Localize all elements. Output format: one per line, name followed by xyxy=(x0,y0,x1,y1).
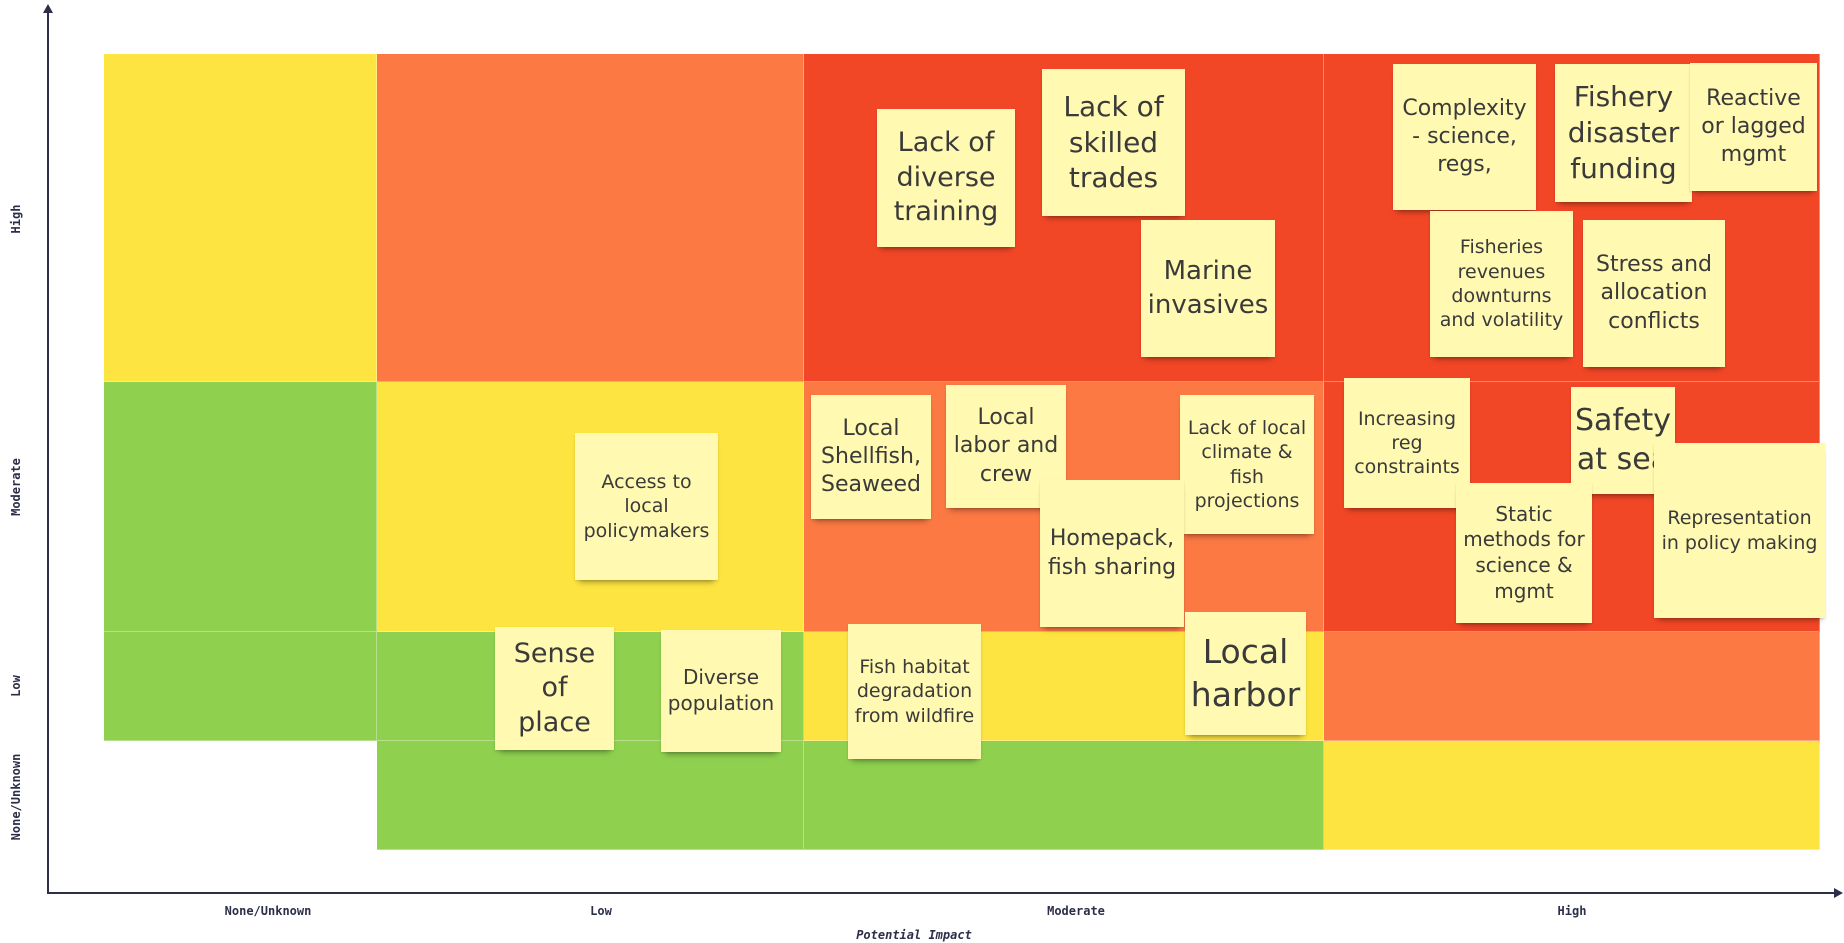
matrix-cell-r1-c0 xyxy=(104,382,377,632)
sticky-note[interactable]: Fish habitat degradation from wildfire xyxy=(848,624,981,759)
sticky-note[interactable]: Diverse population xyxy=(661,630,781,752)
y-label-high: High xyxy=(9,204,23,234)
matrix-cell-r3-c1 xyxy=(377,741,804,850)
matrix-cell-r0-c0 xyxy=(104,54,377,382)
sticky-note[interactable]: Reactive or lagged mgmt xyxy=(1690,63,1817,191)
sticky-note[interactable]: Lack of local climate & fish projections xyxy=(1180,395,1314,534)
sticky-note[interactable]: Increasing reg constraints xyxy=(1344,378,1470,508)
x-axis-arrow-icon xyxy=(1834,888,1843,898)
matrix-cell-r2-c0 xyxy=(104,632,377,741)
x-axis-title: Potential Impact xyxy=(856,928,972,942)
sticky-note[interactable]: Access to local policymakers xyxy=(575,433,718,580)
y-label-low: Low xyxy=(9,675,23,697)
matrix-cell-r3-c3 xyxy=(1324,741,1820,850)
sticky-note[interactable]: Fishery disaster funding xyxy=(1555,64,1692,202)
matrix-cell-r2-c3 xyxy=(1324,632,1820,741)
sticky-note[interactable]: Local Shellfish, Seaweed xyxy=(811,395,931,519)
y-label-none: None/Unknown xyxy=(9,753,23,841)
matrix-cell-r0-c1 xyxy=(377,54,804,382)
y-label-moderate: Moderate xyxy=(9,458,23,516)
sticky-note[interactable]: Complexity - science, regs, xyxy=(1393,64,1536,210)
sticky-note[interactable]: Fisheries revenues downturns and volatil… xyxy=(1430,211,1573,357)
matrix-cell-r3-c2 xyxy=(804,741,1324,850)
x-label-moderate: Moderate xyxy=(1047,904,1105,918)
matrix-cell-r3-c0 xyxy=(104,741,377,850)
sticky-note[interactable]: Representation in policy making xyxy=(1654,443,1825,618)
x-label-low: Low xyxy=(590,904,612,918)
sticky-note[interactable]: Stress and allocation conflicts xyxy=(1583,220,1725,367)
sticky-note[interactable]: Static methods for science & mgmt xyxy=(1456,483,1592,623)
sticky-note[interactable]: Local harbor xyxy=(1185,612,1306,735)
x-axis-line xyxy=(47,892,1837,894)
x-label-none: None/Unknown xyxy=(224,904,312,918)
sticky-note[interactable]: Lack of diverse training xyxy=(877,109,1015,247)
sticky-note[interactable]: Safety at sea xyxy=(1571,387,1675,494)
x-label-high: High xyxy=(1557,904,1587,918)
y-axis-line xyxy=(47,8,49,894)
sticky-note[interactable]: Sense of place xyxy=(495,627,614,750)
sticky-note[interactable]: Homepack, fish sharing xyxy=(1040,480,1184,627)
y-axis-arrow-icon xyxy=(43,4,53,13)
matrix-top-margin xyxy=(104,30,1820,54)
sticky-note[interactable]: Marine invasives xyxy=(1141,220,1275,357)
sticky-note[interactable]: Lack of skilled trades xyxy=(1042,69,1185,216)
